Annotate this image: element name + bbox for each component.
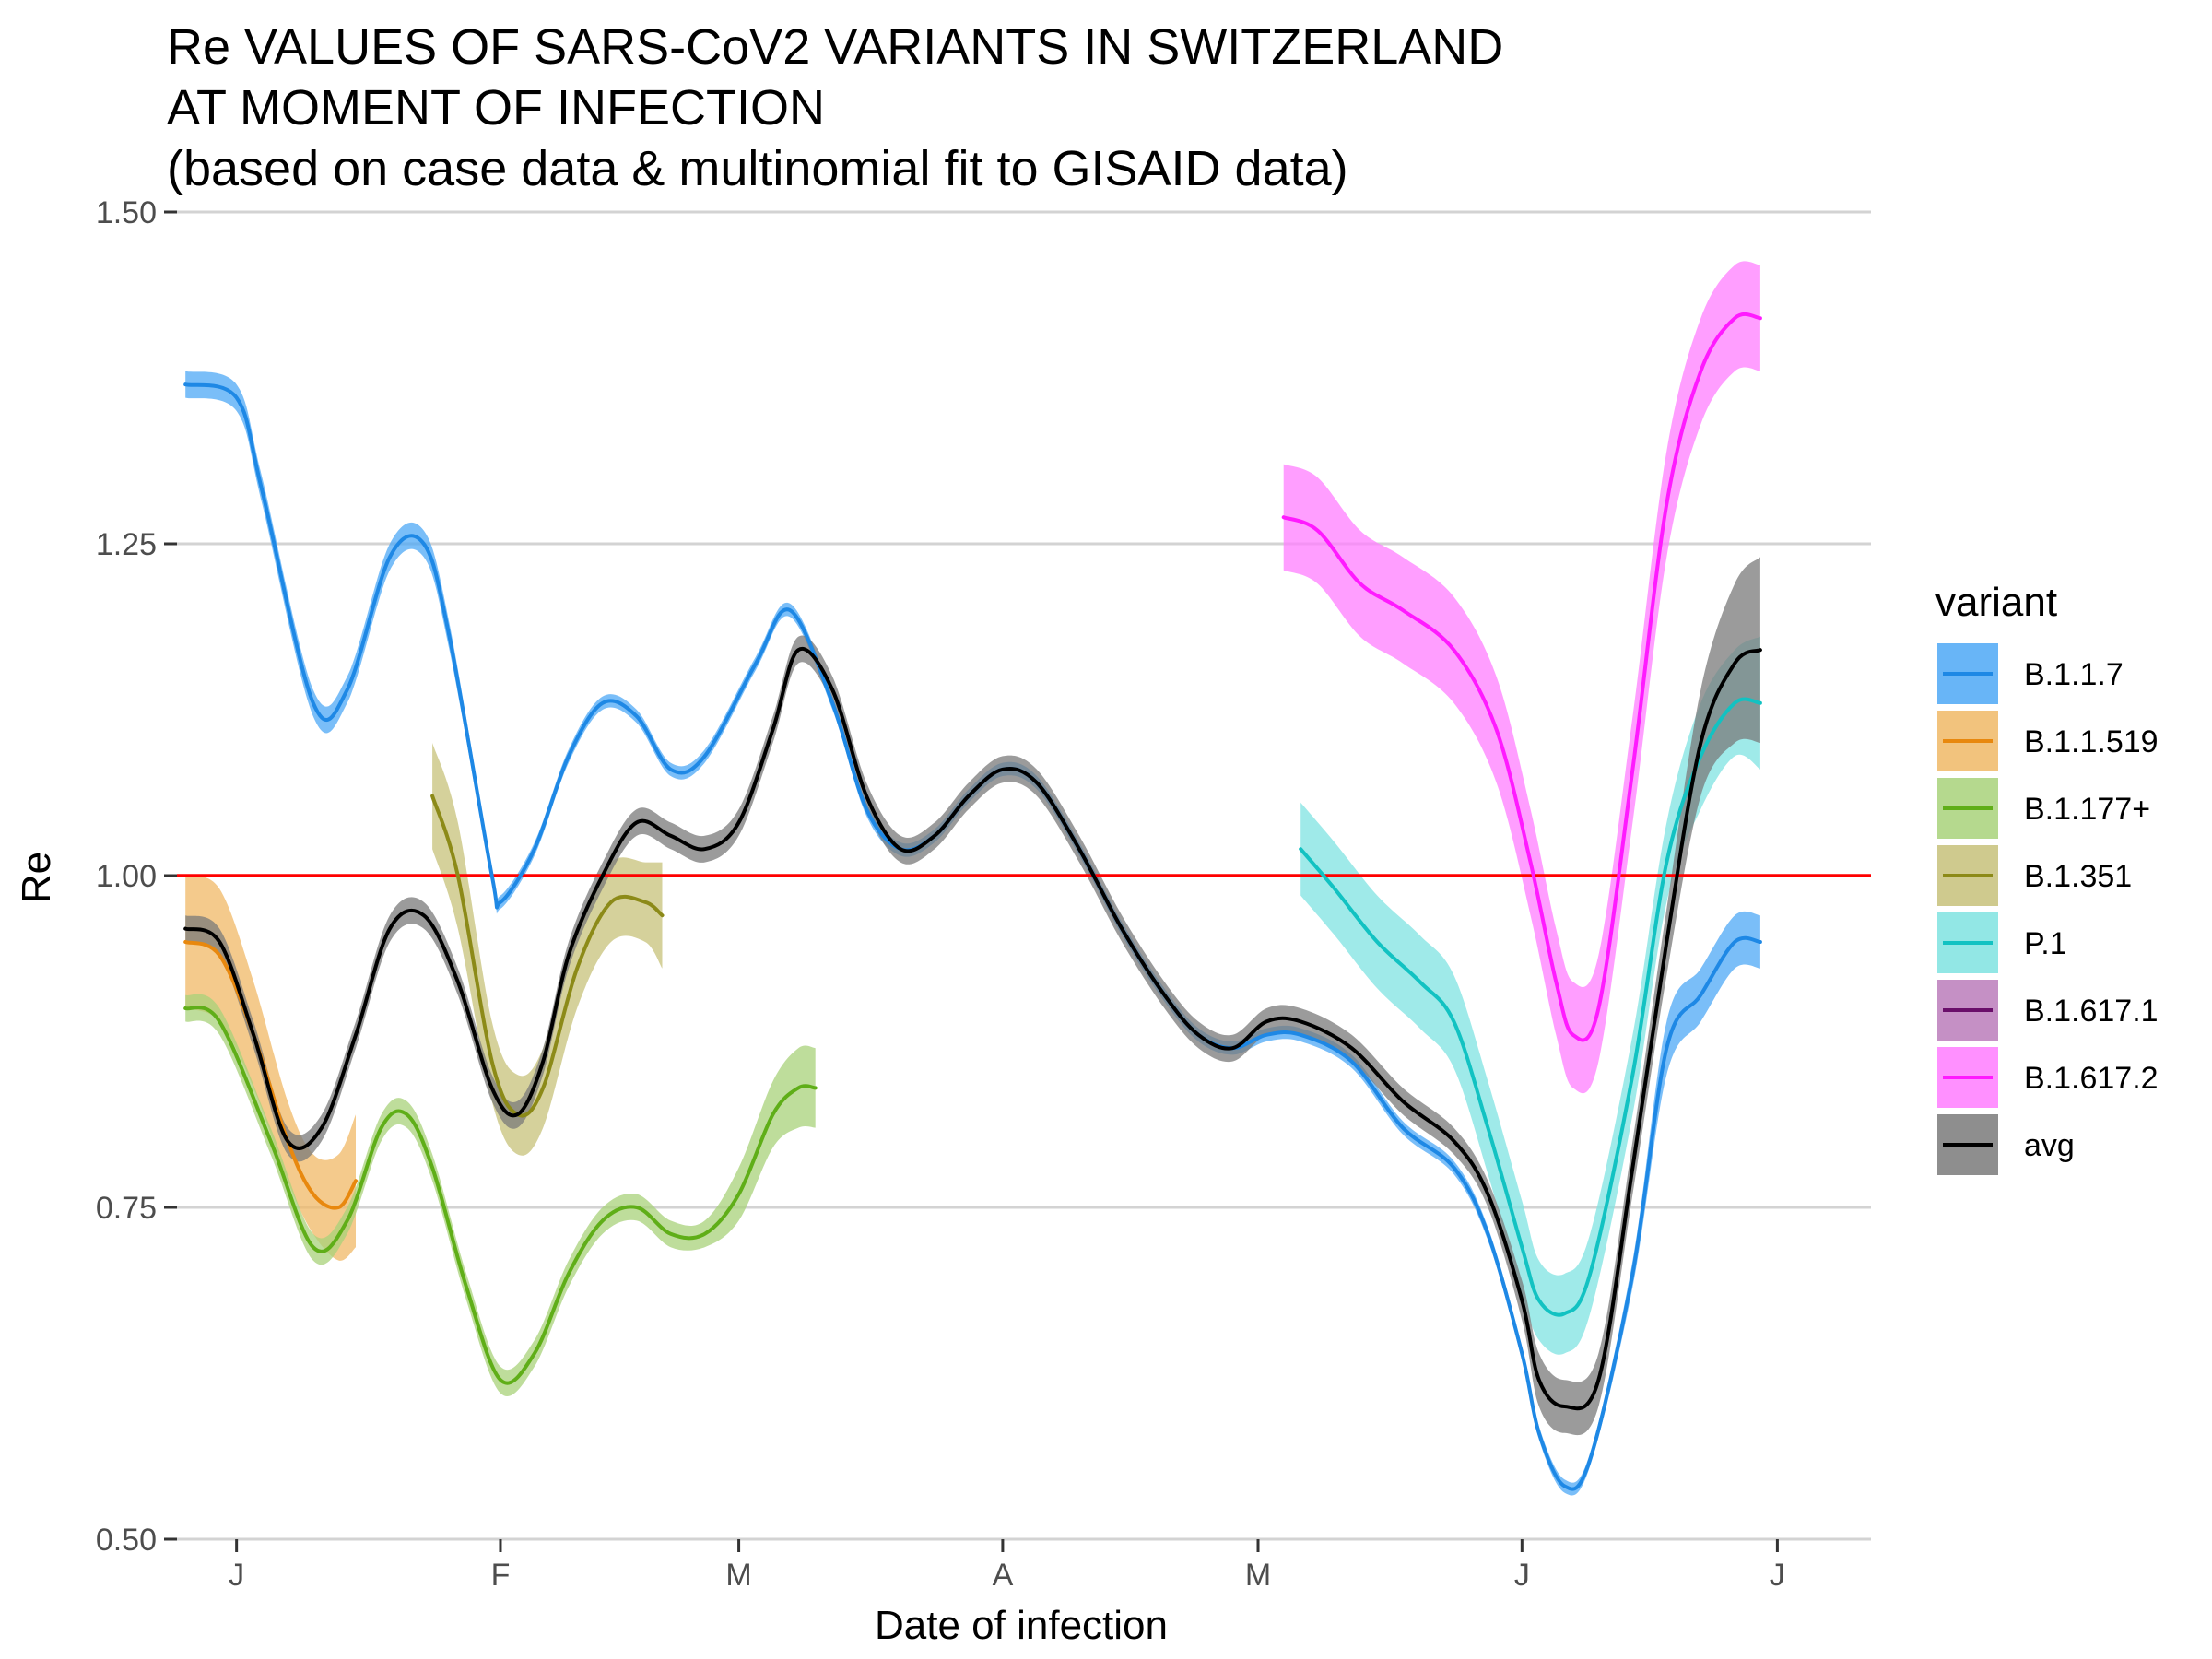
chart-title-line-3: (based on case data & multinomial fit to…	[167, 141, 1348, 196]
legend-item-b-1-177: B.1.177+	[1937, 778, 2150, 839]
chart-title-line-1: Re VALUES OF SARS-CoV2 VARIANTS IN SWITZ…	[167, 19, 1504, 75]
legend-label: P.1	[2024, 926, 2067, 961]
legend-item-p-1: P.1	[1937, 912, 2067, 973]
legend-item-b-1-617-1: B.1.617.1	[1937, 980, 2159, 1041]
chart-title: Re VALUES OF SARS-CoV2 VARIANTS IN SWITZ…	[167, 17, 1503, 199]
band-avg	[185, 557, 1760, 1436]
x-tick-label: J	[1514, 1558, 1530, 1593]
y-tick-label: 1.00	[96, 859, 157, 894]
legend-label: B.1.351	[2024, 859, 2132, 894]
x-tick-label: F	[491, 1558, 511, 1593]
y-tick-label: 0.75	[96, 1191, 157, 1226]
legend-title: variant	[1936, 580, 2057, 625]
series-lines	[183, 312, 1762, 1491]
x-axis-title: Date of infection	[875, 1603, 1168, 1648]
band-b-1-617-2	[1283, 261, 1760, 1094]
legend-label: B.1.177+	[2024, 792, 2150, 827]
legend: variant B.1.1.7 B.1.1.519 B.1.177+ B.1.351 P…	[1936, 580, 2159, 1175]
legend-label: B.1.617.1	[2024, 994, 2159, 1029]
x-tick-label: J	[229, 1558, 244, 1593]
x-tick-label: M	[1245, 1558, 1271, 1593]
legend-label: B.1.617.2	[2024, 1061, 2159, 1096]
legend-label: B.1.1.7	[2024, 657, 2124, 692]
series-line-b-1-351	[430, 794, 665, 1118]
y-tick-label: 1.50	[96, 195, 157, 230]
legend-item-b-1-351: B.1.351	[1937, 845, 2132, 906]
legend-item-b-1-1-519: B.1.1.519	[1937, 711, 2159, 771]
y-axis-ticks: 0.50 0.75 1.00 1.25 1.50	[96, 195, 177, 1558]
band-b-1-351	[432, 743, 663, 1156]
series-line-b-1-617-2	[1281, 312, 1762, 1042]
legend-item-avg: avg	[1937, 1114, 2075, 1175]
legend-label: avg	[2024, 1128, 2075, 1163]
chart-title-line-2: AT MOMENT OF INFECTION	[167, 80, 825, 135]
series-line-b-1-177	[183, 1006, 818, 1385]
legend-item-b-1-1-7: B.1.1.7	[1937, 643, 2124, 704]
x-tick-label: M	[725, 1558, 751, 1593]
y-tick-label: 0.50	[96, 1523, 157, 1558]
x-tick-label: A	[993, 1558, 1014, 1593]
legend-label: B.1.1.519	[2024, 724, 2159, 759]
legend-item-b-1-617-2: B.1.617.2	[1937, 1047, 2159, 1108]
y-axis-title: Re	[14, 852, 59, 903]
series-line-avg	[183, 646, 1762, 1411]
series-line-p-1	[1299, 697, 1762, 1317]
y-tick-label: 1.25	[96, 527, 157, 562]
x-tick-label: J	[1770, 1558, 1785, 1593]
